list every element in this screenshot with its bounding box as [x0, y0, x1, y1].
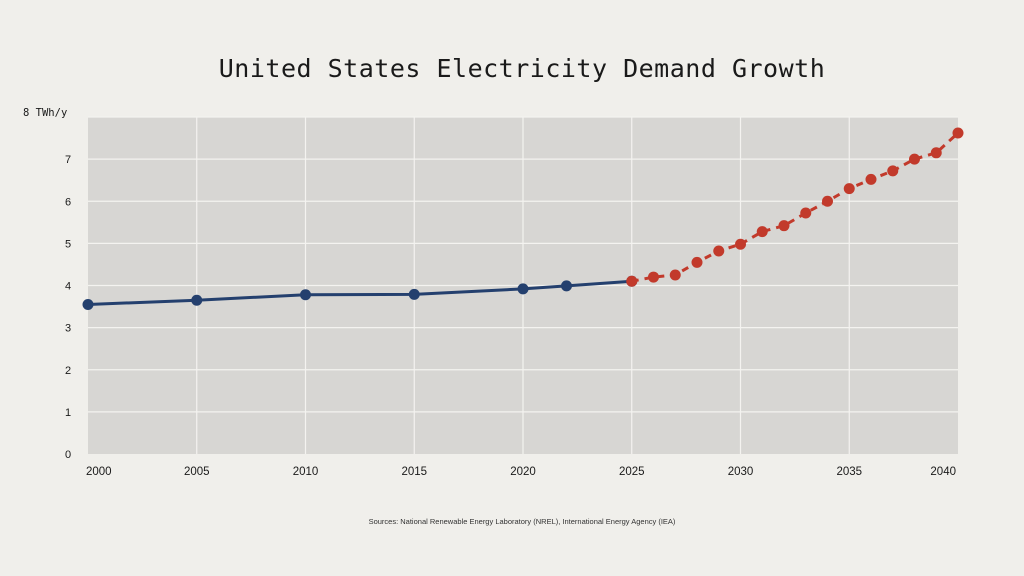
y-tick-label: 3: [65, 323, 71, 335]
y-tick-label: 1: [65, 407, 71, 419]
projection-point: [800, 207, 812, 219]
projection-point: [669, 269, 681, 281]
x-tick-label: 2040: [930, 466, 956, 478]
y-tick-label: 6: [65, 196, 71, 208]
projection-point: [843, 183, 855, 195]
x-tick-label: 2025: [619, 466, 645, 478]
projection-point: [756, 226, 768, 238]
source-note: Sources: National Renewable Energy Labor…: [368, 517, 676, 526]
x-tick-label: 2030: [728, 466, 754, 478]
y-tick-label: 5: [65, 238, 71, 250]
y-axis-unit: TWh/y: [35, 107, 68, 119]
projection-point: [648, 271, 659, 283]
projection-point: [952, 127, 964, 139]
projection-line: [631, 131, 960, 283]
projection-point: [735, 238, 746, 250]
projection-point: [909, 153, 920, 165]
historical-point: [300, 289, 311, 301]
y-tick-label: 2: [65, 365, 71, 377]
x-tick-label: 2005: [184, 466, 210, 478]
projection-point: [822, 195, 833, 207]
projection-point: [930, 147, 942, 159]
projection-point: [778, 220, 790, 232]
x-tick-label: 2010: [293, 466, 319, 478]
y-tick-label: 0: [65, 449, 71, 461]
x-tick-label: 2015: [401, 466, 427, 478]
y-axis-unit-label: 8 TWh/y: [23, 107, 67, 119]
projection-point: [626, 275, 638, 287]
x-tick-label: 2000: [86, 466, 112, 478]
chart-title: United States Electricity Demand Growth: [218, 54, 826, 83]
y-tick-label-top: 8: [23, 107, 30, 119]
x-tick-label: 2035: [836, 466, 862, 478]
y-tick-label: 4: [65, 281, 71, 293]
historical-point: [82, 298, 94, 310]
projection-point: [713, 245, 725, 257]
y-tick-label: 7: [65, 154, 71, 166]
historical-point: [191, 294, 203, 306]
x-tick-label: 2020: [510, 466, 536, 478]
historical-point: [561, 280, 572, 292]
projection-point: [691, 256, 703, 268]
historical-point: [517, 283, 529, 295]
projection-point: [865, 173, 877, 185]
historical-point: [408, 288, 420, 300]
projection-point: [887, 165, 899, 177]
